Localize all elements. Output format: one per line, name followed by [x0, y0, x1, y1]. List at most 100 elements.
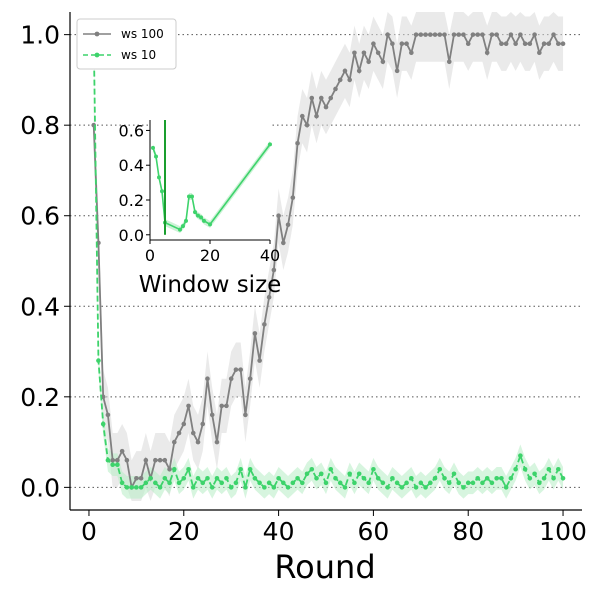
data-point	[171, 466, 177, 472]
data-point	[404, 41, 409, 46]
data-point	[432, 32, 438, 37]
data-point	[404, 480, 409, 486]
data-point	[371, 466, 376, 472]
data-point	[513, 41, 518, 46]
data-point	[252, 331, 258, 336]
data-point	[257, 480, 262, 486]
data-point	[143, 480, 149, 486]
data-point	[489, 32, 495, 37]
data-point	[157, 457, 163, 463]
data-point	[181, 476, 187, 481]
data-point	[356, 471, 362, 477]
data-point	[518, 453, 523, 458]
inset-x-tick-label: 20	[200, 246, 220, 265]
data-point	[337, 77, 343, 83]
data-point	[541, 41, 547, 46]
data-point	[119, 448, 125, 454]
data-point	[423, 485, 428, 490]
data-point	[100, 421, 106, 427]
data-point	[224, 476, 229, 481]
data-point	[266, 294, 272, 300]
data-point	[247, 376, 253, 382]
data-point	[200, 421, 206, 427]
data-point	[352, 50, 357, 56]
data-point	[153, 457, 158, 463]
data-point	[484, 476, 490, 481]
data-point	[508, 476, 514, 481]
data-point	[418, 32, 424, 37]
data-point	[138, 476, 144, 481]
data-point	[247, 466, 253, 472]
data-point	[465, 480, 471, 486]
y-tick-label: 0.6	[20, 202, 60, 231]
legend-label-ws-10: ws 10	[121, 48, 156, 62]
data-point	[446, 480, 452, 486]
series-line-1	[92, 34, 564, 491]
x-tick-label: 60	[358, 517, 390, 546]
data-point	[157, 485, 163, 490]
data-point	[508, 32, 514, 37]
data-point	[437, 32, 443, 37]
data-point	[238, 367, 243, 372]
data-point	[385, 32, 390, 37]
data-point	[110, 457, 115, 463]
data-point	[532, 32, 537, 37]
data-point	[527, 476, 533, 481]
data-point	[390, 41, 395, 46]
data-point	[318, 471, 324, 477]
data-point	[96, 358, 101, 363]
data-point	[399, 41, 405, 46]
data-point	[456, 480, 462, 486]
data-point	[423, 32, 428, 37]
inset-point	[190, 194, 194, 199]
y-tick-label: 0.2	[20, 383, 60, 412]
data-point	[399, 485, 405, 490]
data-point	[546, 41, 552, 46]
data-point	[186, 466, 191, 472]
main-axes	[69, 12, 582, 511]
data-point	[390, 476, 395, 481]
data-point	[489, 480, 495, 486]
data-point	[413, 485, 419, 490]
data-point	[546, 466, 552, 472]
data-point	[442, 476, 447, 481]
data-point	[480, 480, 485, 486]
y-tick-label: 0.0	[20, 473, 60, 502]
data-point	[134, 485, 139, 490]
data-point	[522, 466, 528, 472]
data-point	[238, 466, 243, 472]
data-point	[129, 485, 134, 490]
data-point	[266, 480, 272, 486]
data-point	[427, 480, 433, 486]
data-point	[499, 476, 504, 481]
data-point	[470, 480, 476, 486]
legend-label-ws-100: ws 100	[121, 27, 164, 41]
inset-y-tick-label: 0.6	[119, 121, 144, 140]
data-point	[299, 113, 305, 119]
data-point	[276, 476, 281, 481]
data-point	[465, 41, 471, 46]
data-point	[195, 439, 201, 445]
data-point	[380, 480, 386, 486]
inset-point	[184, 218, 188, 223]
data-point	[432, 476, 438, 481]
data-point	[537, 480, 542, 486]
inset-point	[196, 213, 200, 218]
data-point	[285, 222, 291, 228]
data-point	[224, 403, 229, 409]
data-point	[214, 476, 220, 481]
data-point	[551, 476, 556, 481]
data-point	[176, 480, 182, 486]
inset-point	[268, 142, 272, 147]
data-point	[257, 358, 262, 363]
data-point	[119, 480, 125, 486]
x-tick-label: 0	[81, 517, 97, 546]
data-point	[470, 32, 476, 37]
data-point	[105, 412, 111, 418]
data-point	[124, 485, 130, 490]
y-tick-label: 0.4	[20, 292, 60, 321]
inset-ticks: 0.0 0.2 0.4 0.6 0 20 40	[119, 121, 281, 265]
data-point	[323, 104, 329, 110]
